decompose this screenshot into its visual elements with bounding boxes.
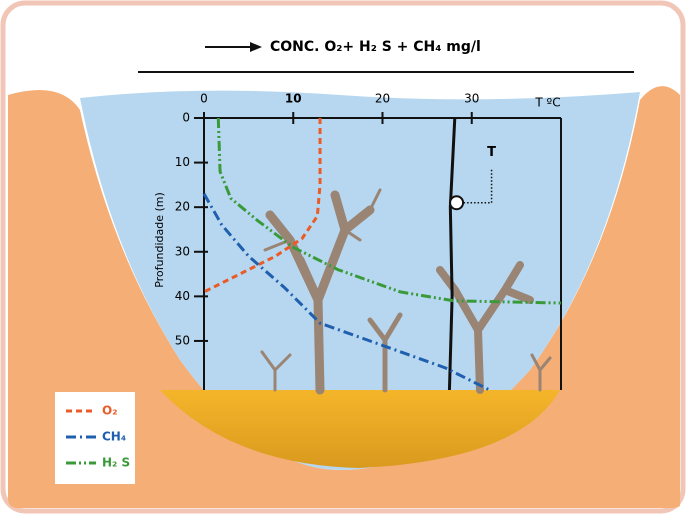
y-tick-label: 0 [182, 111, 190, 125]
x-tick-label: 10 [285, 92, 302, 106]
y-tick-label: 50 [175, 333, 190, 347]
x-tick-label: 0 [200, 92, 208, 106]
y-tick-label: 20 [175, 200, 190, 214]
y-tick-label: 30 [175, 244, 190, 258]
y-tick-label: 10 [175, 155, 190, 169]
x-tick-label: 30 [464, 92, 479, 106]
y-tick-label: 40 [175, 289, 190, 303]
annotation: T [487, 145, 496, 160]
y-axis-label: Profundidade (m) [153, 192, 166, 288]
legend-label: H₂ S [102, 456, 130, 470]
legend-label: O₂ [102, 404, 117, 418]
temperature-marker [450, 196, 463, 209]
x-unit-label: T ºC [534, 96, 560, 110]
chart: CONC. O₂+ H₂ S + CH₄ mg/l Profundidade (… [0, 0, 686, 514]
chart-title: CONC. O₂+ H₂ S + CH₄ mg/l [270, 39, 481, 55]
legend-label: CH₄ [102, 430, 126, 444]
x-tick-label: 20 [375, 92, 390, 106]
